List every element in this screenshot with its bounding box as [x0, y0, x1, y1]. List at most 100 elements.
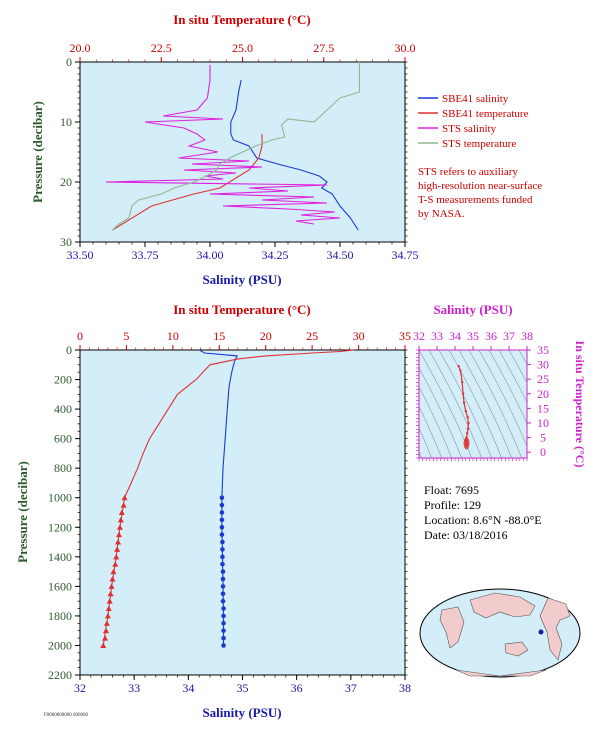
ts-point — [466, 427, 470, 431]
legend: SBE41 salinity SBE41 temperature STS sal… — [418, 93, 542, 220]
top-temperature-tick-label: 30.0 — [395, 41, 416, 55]
bottom-marker-sbe41-salinity — [220, 584, 226, 589]
bottom-temperature-title: In situ Temperature (°C) — [173, 302, 311, 317]
bottom-marker-sbe41-temperature — [107, 590, 114, 597]
ts-series — [457, 364, 470, 450]
density-contour-line — [508, 350, 527, 384]
near-surface-axes: 33.50 33.75 34.00 34.25 34.50 34.75 20.0 22.5 25… — [60, 41, 419, 262]
density-contour-line — [458, 350, 512, 458]
bottom-marker-sbe41-salinity — [221, 613, 226, 619]
bottom-temperature-tick-label: 25 — [306, 329, 318, 343]
bottom-pressure-tick-label: 1200 — [48, 520, 72, 534]
ts-salinity-tick-label: 34 — [449, 329, 461, 343]
ts-temperature-tick-label: 35 — [537, 343, 549, 357]
ts-point — [466, 415, 469, 419]
bottom-marker-sbe41-salinity — [219, 524, 225, 530]
top-salinity-tick-label: 34.00 — [197, 248, 224, 262]
ts-point — [467, 421, 470, 425]
map-land-africa — [439, 606, 465, 649]
density-contour-line — [518, 350, 527, 365]
ts-temperature-tick-label: 25 — [537, 372, 549, 386]
full-profile-plot-area — [79, 349, 406, 676]
top-temperature-tick-label: 22.5 — [151, 41, 172, 55]
legend-label-sts-salinity: STS salinity — [442, 123, 497, 135]
bottom-pressure-tick-label: 2200 — [48, 668, 72, 682]
bottom-pressure-ylabel: Pressure (decibar) — [15, 461, 30, 563]
bottom-pressure-tick-label: 600 — [54, 432, 72, 446]
bottom-salinity-tick-label: 33 — [128, 681, 140, 695]
ts-point — [461, 380, 464, 384]
top-salinity-tick-label: 34.50 — [327, 248, 354, 262]
bottom-pressure-tick-label: 0 — [66, 343, 72, 357]
ts-point — [466, 431, 469, 435]
bottom-salinity-xlabel: Salinity (PSU) — [202, 705, 281, 720]
ts-temperature-tick-label: 5 — [540, 431, 546, 445]
bottom-marker-sbe41-temperature — [112, 561, 119, 567]
top-temperature-tick-label: 25.0 — [232, 41, 253, 55]
near-surface-panel: In situ Temperature (°C) Salinity (PSU) … — [30, 12, 419, 287]
bottom-marker-sbe41-temperature — [100, 642, 107, 648]
top-pressure-ylabel: Pressure (decibar) — [30, 101, 45, 203]
bottom-marker-sbe41-salinity — [220, 598, 226, 604]
bottom-marker-sbe41-temperature — [108, 583, 115, 589]
density-contour-line — [428, 350, 482, 458]
full-profile-series — [100, 349, 354, 648]
bottom-salinity-tick-label: 34 — [182, 681, 194, 695]
bottom-marker-sbe41-temperature — [116, 524, 123, 530]
bottom-temperature-tick-label: 10 — [167, 329, 179, 343]
top-pressure-tick-label: 0 — [66, 55, 72, 69]
bottom-temperature-tick-label: 15 — [213, 329, 225, 343]
top-line-sbe41-salinity — [230, 79, 359, 231]
bottom-marker-sbe41-salinity — [220, 547, 225, 552]
bottom-temperature-tick-label: 20 — [260, 329, 272, 343]
footer-code: F0000000000 000000 — [44, 713, 89, 718]
legend-label-sbe-temperature: SBE41 temperature — [442, 108, 529, 120]
ts-temperature-tick-label: 10 — [537, 416, 549, 430]
ts-temperature-tick-label: 30 — [537, 358, 549, 372]
ts-temperature-tick-label: 15 — [537, 401, 549, 415]
bottom-marker-sbe41-temperature — [116, 531, 122, 538]
ts-point — [461, 392, 465, 395]
bottom-marker-sbe41-temperature — [118, 509, 125, 515]
bottom-marker-sbe41-salinity — [221, 643, 226, 648]
ts-temperature-tick-label: 0 — [540, 445, 546, 459]
density-contour-line — [478, 350, 527, 448]
ts-point — [462, 401, 466, 404]
bottom-marker-sbe41-temperature — [117, 516, 124, 523]
top-salinity-tick-label: 34.25 — [262, 248, 289, 262]
float-location-marker — [538, 629, 544, 635]
top-line-sts-salinity — [105, 65, 341, 225]
bottom-marker-sbe41-salinity — [220, 539, 225, 545]
legend-label-sbe-salinity: SBE41 salinity — [442, 93, 509, 105]
bottom-salinity-tick-label: 32 — [74, 681, 86, 695]
world-map — [419, 588, 581, 678]
map-land-australia — [504, 641, 529, 657]
date: Date: 03/18/2016 — [424, 528, 508, 542]
bottom-marker-sbe41-temperature — [103, 627, 109, 634]
bottom-marker-sbe41-salinity — [220, 561, 225, 567]
top-temperature-tick-label: 20.0 — [70, 41, 91, 55]
bottom-marker-sbe41-salinity — [219, 532, 225, 537]
bottom-marker-sbe41-temperature — [120, 502, 127, 508]
density-contour-line — [468, 350, 522, 458]
sts-note-line-4: by NASA. — [418, 208, 465, 220]
bottom-marker-sbe41-salinity — [221, 628, 226, 633]
bottom-pressure-tick-label: 1600 — [48, 579, 72, 593]
profile-number: Profile: 129 — [424, 498, 481, 512]
density-contour-line — [488, 350, 527, 425]
near-surface-series — [105, 62, 361, 231]
ts-salinity-tick-label: 37 — [503, 329, 515, 343]
ts-point — [457, 364, 460, 368]
bottom-marker-sbe41-temperature — [104, 612, 111, 619]
ts-salinity-tick-label: 38 — [521, 329, 533, 343]
density-contour-line — [419, 405, 442, 458]
bottom-marker-sbe41-temperature — [103, 620, 110, 626]
legend-label-sts-temperature: STS temperature — [442, 138, 516, 150]
bottom-marker-sbe41-salinity — [220, 591, 226, 597]
top-salinity-tick-label: 34.75 — [392, 248, 419, 262]
ts-point — [459, 369, 462, 372]
bottom-pressure-tick-label: 1800 — [48, 609, 72, 623]
top-line-sbe41-temperature — [112, 134, 263, 231]
